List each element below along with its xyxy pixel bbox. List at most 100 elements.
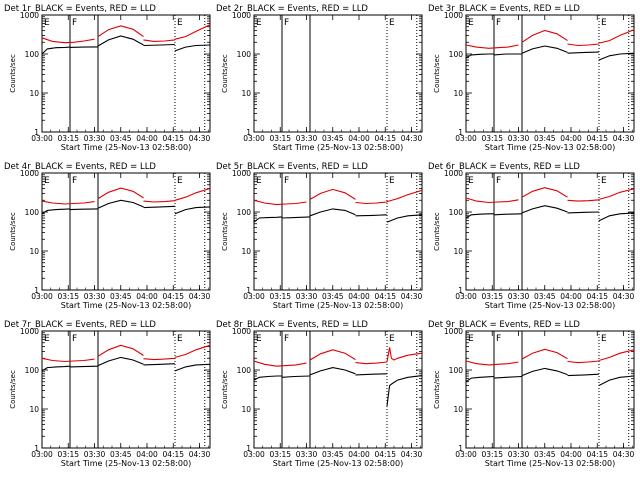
- y-axis-label: Counts/sec: [221, 212, 229, 251]
- lld-series-line: [598, 188, 635, 200]
- x-tick-label: 04:15: [162, 134, 184, 143]
- x-tick-label: 03:45: [534, 134, 556, 143]
- events-series-line: [598, 52, 635, 61]
- x-tick-label: 04:30: [401, 450, 423, 459]
- events-series-line: [97, 35, 144, 47]
- y-tick-label: 1000: [232, 11, 251, 20]
- dotted-marker-label: E: [177, 334, 183, 344]
- y-tick-label: 1: [34, 444, 39, 453]
- x-tick-label: 04:30: [189, 134, 211, 143]
- lld-series-line: [41, 37, 95, 44]
- corner-label: E: [44, 176, 50, 186]
- plot-frame: [253, 172, 423, 291]
- x-tick-label: 03:30: [84, 134, 106, 143]
- x-tick-label: 03:30: [508, 450, 530, 459]
- x-tick-label: 03:30: [296, 134, 318, 143]
- x-tick-label: 04:15: [374, 134, 396, 143]
- lld-series-line: [465, 197, 519, 204]
- events-series-line: [355, 214, 387, 217]
- panel-det-7r: Det 7r_BLACK = Events, RED = LLD Counts/s…: [4, 320, 211, 468]
- lld-series-line: [386, 347, 423, 363]
- y-tick-label: 1: [458, 286, 463, 295]
- x-tick-label: 03:00: [243, 134, 265, 143]
- flare-label: F: [72, 176, 77, 186]
- panel-title: Det 4r_BLACK = Events, RED = LLD: [4, 162, 156, 172]
- y-axis-label: Counts/sec: [433, 212, 441, 251]
- flare-label: F: [496, 176, 501, 186]
- plot-frame: [465, 14, 635, 133]
- events-series-line: [309, 367, 356, 376]
- y-tick-label: 100: [25, 50, 40, 59]
- corner-label: E: [44, 18, 50, 28]
- x-tick-label: 04:30: [401, 134, 423, 143]
- y-tick-label: 1000: [444, 11, 463, 20]
- lld-series-line: [97, 344, 144, 357]
- corner-label: E: [256, 176, 262, 186]
- y-axis-label: Counts/sec: [433, 54, 441, 93]
- events-series-line: [143, 363, 175, 366]
- corner-label: E: [256, 18, 262, 28]
- events-series-line: [386, 375, 423, 406]
- flare-label: F: [284, 176, 289, 186]
- y-tick-label: 10: [29, 405, 39, 414]
- x-axis-label: Start Time (25-Nov-13 02:58:00): [273, 459, 403, 468]
- x-tick-label: 04:00: [136, 450, 158, 459]
- lld-series-line: [465, 360, 519, 366]
- x-tick-label: 03:45: [110, 450, 132, 459]
- panel-det-8r: Det 8r_BLACK = Events, RED = LLD Counts/s…: [216, 320, 423, 468]
- events-series-line: [41, 365, 70, 372]
- panel-title: Det 9r_BLACK = Events, RED = LLD: [428, 320, 580, 330]
- x-tick-label: 04:15: [374, 292, 396, 301]
- events-series-line: [567, 373, 599, 377]
- dotted-marker-label: E: [601, 334, 607, 344]
- x-axis-label: Start Time (25-Nov-13 02:58:00): [61, 301, 191, 310]
- x-tick-label: 04:30: [613, 450, 635, 459]
- lld-series-line: [521, 29, 568, 43]
- y-tick-label: 100: [449, 208, 464, 217]
- lld-series-line: [567, 360, 600, 364]
- lld-series-line: [143, 357, 176, 361]
- x-tick-label: 04:30: [189, 292, 211, 301]
- x-tick-label: 03:00: [455, 134, 477, 143]
- y-tick-label: 1000: [444, 327, 463, 336]
- events-series-line: [174, 44, 211, 52]
- x-tick-label: 03:15: [269, 134, 291, 143]
- panel-det-2r: Det 2r_BLACK = Events, RED = LLD Counts/s…: [216, 4, 423, 152]
- x-tick-label: 04:30: [613, 292, 635, 301]
- flare-label: F: [72, 334, 77, 344]
- x-tick-label: 03:30: [296, 450, 318, 459]
- events-series-line: [465, 375, 494, 383]
- plot-frame: [253, 330, 423, 449]
- events-series-line: [69, 208, 98, 211]
- x-axis-label: Start Time (25-Nov-13 02:58:00): [273, 143, 403, 152]
- x-tick-label: 04:00: [136, 292, 158, 301]
- x-tick-label: 03:45: [322, 134, 344, 143]
- dotted-marker-label: E: [389, 334, 395, 344]
- corner-label: E: [468, 18, 474, 28]
- y-tick-label: 10: [241, 89, 251, 98]
- events-series-line: [521, 205, 568, 214]
- events-series-line: [465, 213, 494, 219]
- x-tick-label: 03:15: [57, 292, 79, 301]
- events-series-line: [253, 375, 282, 381]
- y-tick-label: 10: [453, 247, 463, 256]
- x-tick-label: 04:00: [136, 134, 158, 143]
- y-tick-label: 1: [246, 444, 251, 453]
- y-tick-label: 100: [237, 208, 252, 217]
- y-axis-label: Counts/sec: [433, 370, 441, 409]
- panel-title: Det 2r_BLACK = Events, RED = LLD: [216, 4, 368, 14]
- x-axis-label: Start Time (25-Nov-13 02:58:00): [61, 459, 191, 468]
- x-tick-label: 03:00: [31, 450, 53, 459]
- x-tick-label: 03:15: [57, 134, 79, 143]
- panel-title: Det 8r_BLACK = Events, RED = LLD: [216, 320, 368, 330]
- x-tick-label: 04:30: [613, 134, 635, 143]
- events-series-line: [41, 46, 70, 55]
- y-tick-label: 10: [241, 405, 251, 414]
- panel-title: Det 6r_BLACK = Events, RED = LLD: [428, 162, 580, 172]
- corner-label: E: [256, 334, 262, 344]
- x-tick-label: 04:00: [560, 450, 582, 459]
- events-series-line: [355, 373, 387, 376]
- panel-det-3r: Det 3r_BLACK = Events, RED = LLD Counts/s…: [428, 4, 635, 152]
- events-series-line: [97, 199, 144, 209]
- x-tick-label: 03:00: [31, 292, 53, 301]
